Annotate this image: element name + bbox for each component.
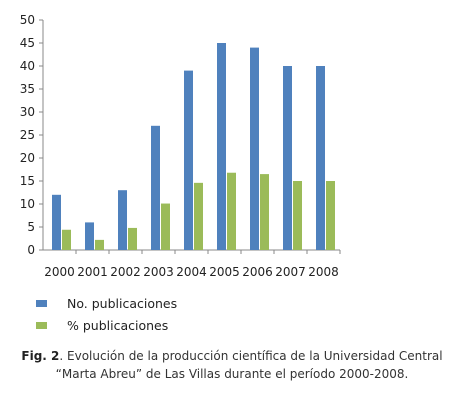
bar-series-1-2006 <box>250 47 259 250</box>
bar-series-2-2007 <box>293 181 302 250</box>
x-tick-label-2006: 2006 <box>242 265 273 279</box>
x-tick-label-2005: 2005 <box>209 265 240 279</box>
legend-swatch-series-2 <box>36 321 47 329</box>
figure-caption: Fig. 2. Evolución de la producción cient… <box>6 347 458 383</box>
bar-series-2-2005 <box>227 172 236 250</box>
y-tick-label: 25 <box>20 128 35 142</box>
y-tick-label: 45 <box>20 36 35 50</box>
bar-series-2-2002 <box>128 227 137 250</box>
y-tick-label: 0 <box>27 243 35 257</box>
bar-series-2-2001 <box>95 239 104 250</box>
y-tick-label: 15 <box>20 174 35 188</box>
bar-series-1-2002 <box>118 190 127 250</box>
bar-series-1-2008 <box>316 66 325 250</box>
bar-series-1-2005 <box>217 43 226 250</box>
y-tick-label: 35 <box>20 82 35 96</box>
x-tick-label-2007: 2007 <box>275 265 306 279</box>
legend: No. publicaciones % publicaciones <box>36 292 177 336</box>
legend-item-series-2: % publicaciones <box>36 314 177 336</box>
legend-item-series-1: No. publicaciones <box>36 292 177 314</box>
y-axis-ticks: 0 5 10 15 20 25 30 35 40 45 50 <box>20 13 43 257</box>
bar-series-1-2001 <box>85 222 94 250</box>
bar-series-1-2003 <box>151 125 160 250</box>
bar-series-1-2000 <box>52 194 61 250</box>
bar-series-2-2004 <box>194 182 203 250</box>
figure-caption-text: . Evolución de la producción científica … <box>55 349 443 381</box>
y-tick-label: 10 <box>20 197 35 211</box>
legend-label-series-1: No. publicaciones <box>67 295 178 311</box>
bar-series-1-2007 <box>283 66 292 250</box>
bar-series-2-2003 <box>161 203 170 250</box>
legend-swatch-series-1 <box>36 299 47 307</box>
x-tick-label-2001: 2001 <box>77 265 108 279</box>
figure-caption-label: Fig. 2 <box>21 349 60 363</box>
x-tick-label-2002: 2002 <box>110 265 141 279</box>
legend-label-series-2: % publicaciones <box>67 317 169 333</box>
bars-group <box>52 43 335 250</box>
y-tick-label: 5 <box>27 220 35 234</box>
y-tick-label: 50 <box>20 13 35 27</box>
x-tick-label-2000: 2000 <box>44 265 75 279</box>
bar-series-2-2006 <box>260 174 269 250</box>
bar-series-2-2008 <box>326 181 335 250</box>
y-tick-label: 40 <box>20 59 35 73</box>
bar-series-2-2000 <box>62 229 71 250</box>
x-tick-label-2008: 2008 <box>308 265 339 279</box>
x-tick-label-2004: 2004 <box>176 265 207 279</box>
x-axis-labels: 2000 2001 2002 2003 2004 2005 2006 2007 2008 <box>44 250 341 279</box>
x-tick-label-2003: 2003 <box>143 265 174 279</box>
y-tick-label: 30 <box>20 105 35 119</box>
y-tick-label: 20 <box>20 151 35 165</box>
bar-series-1-2004 <box>184 70 193 250</box>
